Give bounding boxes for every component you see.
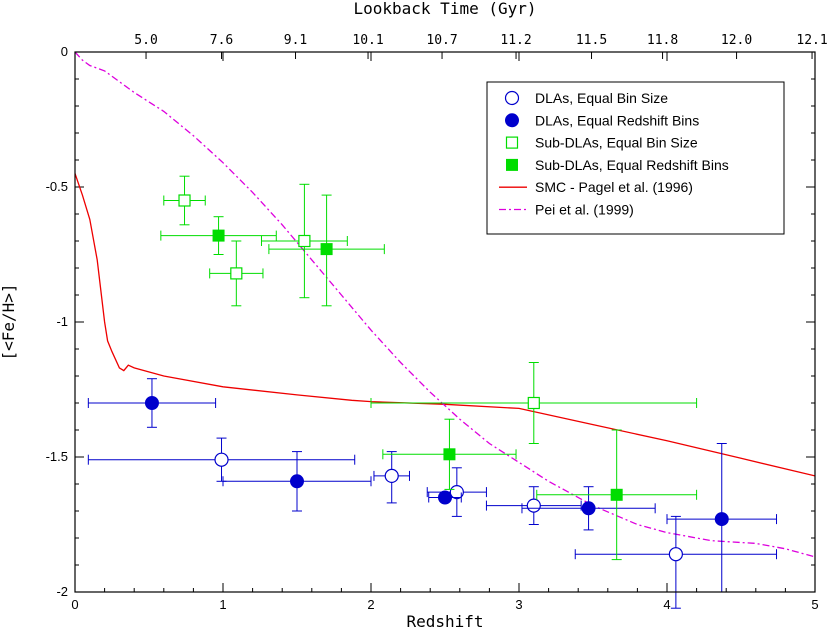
dlas-equal-redshift-bins-point [521, 486, 656, 531]
sub-dlas-equal-bin-size-marker [527, 396, 540, 410]
dlas-equal-bin-size-point [373, 451, 410, 504]
y-tick-label: -2 [56, 584, 68, 599]
sub-dlas-equal-redshift-bins-point [268, 194, 385, 307]
top-tick-label: 12.0 [721, 33, 752, 48]
sub-dlas-equal-bin-size-marker [230, 267, 243, 280]
legend-label: DLAs, Equal Redshift Bins [535, 112, 699, 128]
legend-marker-dlas-equal-redshift-bins [505, 113, 519, 128]
legend: DLAs, Equal Bin Size DLAs, Equal Redshift… [486, 81, 785, 235]
dlas-equal-bin-size-marker [214, 452, 229, 467]
sub-dlas-equal-redshift-bins-point [160, 216, 277, 255]
pei-1999-curve [75, 52, 815, 558]
top-tick-label: 10.1 [352, 33, 383, 48]
sub-dlas-equal-bin-size-point [260, 183, 348, 299]
dlas-equal-redshift-bins-marker [144, 396, 159, 410]
x-axis-label: Redshift [406, 612, 483, 631]
y-tick-label: -1 [56, 314, 68, 329]
plot-frame [74, 51, 816, 593]
legend-label: SMC - Pagel et al. (1996) [535, 179, 693, 195]
legend-label: DLAs, Equal Bin Size [535, 90, 668, 106]
dlas-equal-bin-size-point [485, 486, 582, 525]
dlas-equal-bin-size-point [574, 515, 778, 609]
dlas-equal-redshift-bins-marker [290, 474, 304, 489]
legend-marker-sub-dlas-equal-redshift-bins [506, 158, 518, 171]
dlas-equal-redshift-bins-point [87, 378, 217, 428]
legend-label: Pei et al. (1999) [535, 202, 634, 218]
y-tick-label: 0 [61, 44, 68, 59]
sub-dlas-equal-redshift-bins-point [536, 429, 698, 561]
x-tick-label: 1 [219, 597, 226, 612]
x-tick-label: 0 [71, 597, 78, 612]
top-tick-label: 12.1 [796, 33, 827, 48]
legend-marker-sub-dlas-equal-bin-size [505, 136, 519, 149]
x-tick-label: 2 [367, 597, 374, 612]
top-tick-label: 5.0 [134, 33, 157, 48]
smc-pagel-1996-curve [75, 173, 815, 477]
x-tick-label: 3 [515, 597, 522, 612]
top-tick-label: 10.7 [426, 33, 457, 48]
dlas-equal-redshift-bins-marker [581, 501, 596, 516]
dlas-equal-bin-size-point [87, 437, 356, 482]
dlas-equal-bin-size-marker [449, 485, 464, 500]
sub-dlas-equal-bin-size-marker [298, 234, 311, 248]
model-curves [75, 52, 815, 558]
dlas-equal-bin-size-marker [526, 498, 541, 513]
sub-dlas-equal-redshift-bins-point [382, 418, 517, 490]
sub-dlas-equal-redshift-bins-marker [610, 488, 623, 501]
dlas-equal-redshift-bins-point [666, 443, 778, 593]
dlas-equal-redshift-bins-marker [714, 512, 729, 527]
top-tick-label: 9.1 [284, 33, 307, 48]
dlas-equal-redshift-bins-point [222, 451, 372, 512]
y-tick-label: -0.5 [46, 179, 68, 194]
y-axis-label: [<Fe/H>] [0, 283, 18, 360]
sub-dlas-equal-bin-size-point [209, 240, 264, 307]
legend-box [486, 81, 785, 235]
top-tick-label: 11.2 [500, 33, 531, 48]
dlas-equal-bin-size-marker [668, 547, 683, 562]
sub-dlas-equal-bin-size-point [163, 175, 206, 226]
top-tick-label: 11.8 [647, 33, 678, 48]
sub-dlas-equal-redshift-bins-marker [212, 229, 225, 242]
y-tick-label: -1.5 [46, 449, 68, 464]
legend-label: Sub-DLAs, Equal Bin Size [535, 135, 698, 151]
sub-dlas-equal-bin-size-marker [178, 194, 191, 207]
data-points [87, 175, 778, 609]
sub-dlas-equal-bin-size-point [370, 362, 698, 444]
dlas-equal-redshift-bins-point [428, 490, 462, 505]
legend-label: Sub-DLAs, Equal Redshift Bins [535, 157, 729, 173]
x-tick-label: 4 [663, 597, 670, 612]
dlas-equal-bin-size-point [426, 467, 487, 517]
top-tick-label: 7.6 [210, 33, 233, 48]
x-tick-label: 5 [811, 597, 818, 612]
sub-dlas-equal-redshift-bins-marker [443, 448, 456, 461]
dlas-equal-bin-size-marker [384, 468, 399, 483]
legend-marker-dlas-equal-bin-size [504, 90, 520, 106]
top-tick-label: 11.5 [576, 33, 607, 48]
dlas-equal-redshift-bins-marker [438, 490, 452, 505]
sub-dlas-equal-redshift-bins-marker [320, 243, 333, 256]
top-axis-label: Lookback Time (Gyr) [353, 0, 536, 18]
tick-labels: 0 1 2 3 4 5 0 -0.5 -1 -1.5 -2 5.0 7.6 9.1 10.1 10.7 11.2… [46, 33, 828, 612]
